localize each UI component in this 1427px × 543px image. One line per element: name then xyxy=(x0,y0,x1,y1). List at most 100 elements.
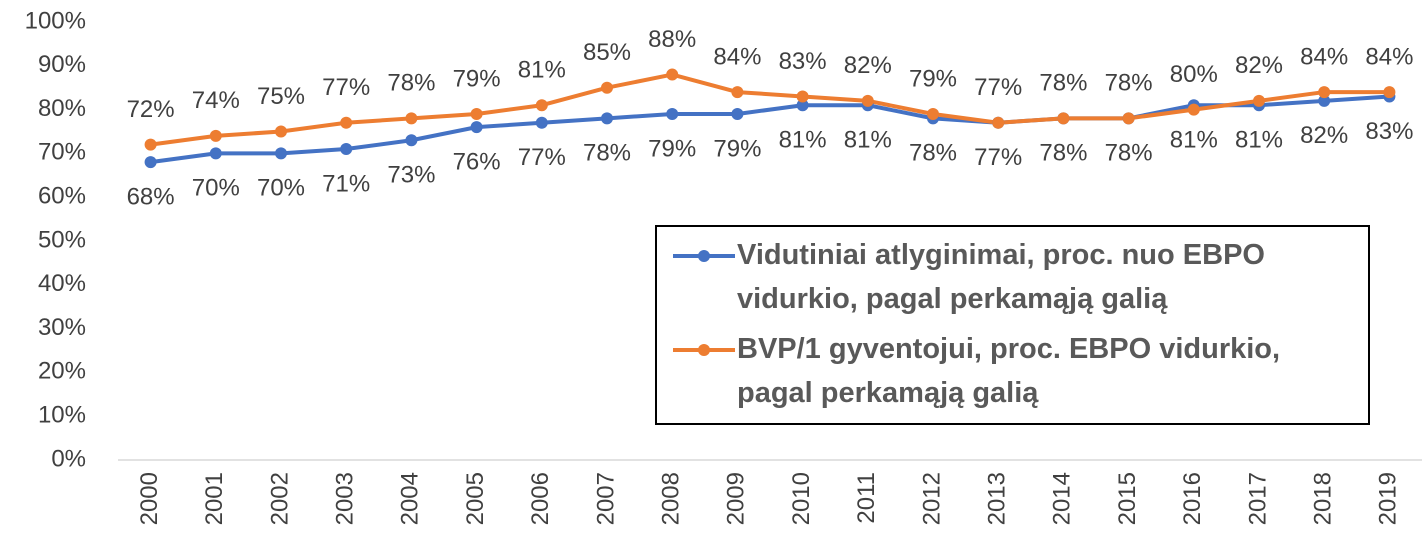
data-label: 74% xyxy=(192,87,240,114)
data-label: 78% xyxy=(1039,140,1087,167)
point xyxy=(1383,86,1396,99)
x-tick-label: 2015 xyxy=(1114,472,1141,525)
data-label: 81% xyxy=(844,127,892,154)
point xyxy=(666,107,679,120)
point xyxy=(992,116,1005,129)
x-tick-label: 2000 xyxy=(136,472,163,525)
x-tick-label: 2012 xyxy=(918,472,945,525)
data-label: 72% xyxy=(127,96,175,123)
data-label: 76% xyxy=(453,148,501,175)
legend: Vidutiniai atlyginimai, proc. nuo EBPO v… xyxy=(655,225,1370,425)
x-tick-label: 2013 xyxy=(984,472,1011,525)
data-label: 78% xyxy=(583,140,631,167)
data-label: 77% xyxy=(974,144,1022,171)
y-tick-label: 40% xyxy=(38,270,86,297)
x-tick-label: 2017 xyxy=(1244,472,1271,525)
x-tick-label: 2004 xyxy=(397,472,424,525)
legend-swatch xyxy=(673,344,735,356)
x-tick-label: 2005 xyxy=(462,472,489,525)
point xyxy=(275,125,287,138)
point xyxy=(1187,103,1200,116)
data-label: 78% xyxy=(1039,70,1087,97)
point xyxy=(1318,94,1331,107)
legend-label: BVP/1 gyventojui, proc. EBPO vidurkio, p… xyxy=(737,333,1281,409)
point xyxy=(405,112,418,125)
data-label: 82% xyxy=(1235,52,1283,79)
data-label: 81% xyxy=(779,127,827,154)
point xyxy=(405,134,418,147)
data-label: 75% xyxy=(257,83,305,110)
data-label: 80% xyxy=(1170,61,1218,88)
point xyxy=(340,116,353,129)
data-label: 83% xyxy=(1365,118,1413,145)
point xyxy=(144,138,157,151)
point xyxy=(1057,112,1070,125)
y-tick-label: 90% xyxy=(38,51,86,78)
x-tick-label: 2002 xyxy=(266,472,293,525)
legend-entry: BVP/1 gyventojui, proc. EBPO vidurkio, p… xyxy=(671,327,1360,415)
x-tick-label: 2007 xyxy=(592,472,619,525)
y-tick-label: 100% xyxy=(25,7,86,34)
point xyxy=(275,147,287,160)
x-tick-label: 2019 xyxy=(1375,472,1402,525)
y-tick-label: 70% xyxy=(38,139,86,166)
point xyxy=(861,94,874,107)
point xyxy=(209,147,222,160)
data-label: 81% xyxy=(518,57,566,84)
point xyxy=(601,81,613,94)
data-label: 70% xyxy=(257,175,305,202)
data-label: 81% xyxy=(1235,127,1283,154)
data-label: 79% xyxy=(453,65,501,92)
point xyxy=(535,99,548,112)
data-label: 78% xyxy=(387,70,435,97)
data-label: 78% xyxy=(909,140,957,167)
legend-swatch xyxy=(673,250,735,262)
point xyxy=(535,116,548,129)
legend-marker xyxy=(698,250,710,262)
x-tick-label: 2008 xyxy=(658,472,685,525)
point xyxy=(470,107,483,120)
data-label: 81% xyxy=(1170,127,1218,154)
x-tick-label: 2006 xyxy=(527,472,554,525)
x-tick-label: 2009 xyxy=(723,472,750,525)
legend-label: Vidutiniai atlyginimai, proc. nuo EBPO v… xyxy=(737,239,1265,315)
point xyxy=(601,112,613,125)
point xyxy=(340,143,353,156)
x-tick-label: 2011 xyxy=(853,472,880,524)
x-tick-label: 2003 xyxy=(332,472,359,525)
y-tick-label: 10% xyxy=(38,402,86,429)
data-label: 84% xyxy=(1365,43,1413,70)
x-tick-label: 2018 xyxy=(1310,472,1337,525)
data-label: 85% xyxy=(583,39,631,66)
point xyxy=(796,99,809,112)
point xyxy=(1122,112,1135,125)
data-label: 78% xyxy=(1105,140,1153,167)
data-label: 88% xyxy=(648,26,696,53)
point xyxy=(209,129,222,142)
data-label: 77% xyxy=(518,144,566,171)
x-tick-label: 2016 xyxy=(1179,472,1206,525)
x-tick-label: 2001 xyxy=(201,472,228,525)
point xyxy=(731,107,744,120)
data-label: 79% xyxy=(713,135,761,162)
y-tick-label: 20% xyxy=(38,358,86,385)
data-label: 71% xyxy=(322,170,370,197)
point xyxy=(927,107,939,120)
data-label: 82% xyxy=(844,52,892,79)
data-label: 73% xyxy=(387,162,435,189)
data-label: 83% xyxy=(779,48,827,75)
point xyxy=(144,156,157,169)
point xyxy=(731,86,744,99)
y-tick-label: 50% xyxy=(38,226,86,253)
data-label: 70% xyxy=(192,175,240,202)
series-line xyxy=(150,94,1390,165)
y-tick-label: 30% xyxy=(38,314,86,341)
data-label: 68% xyxy=(127,184,175,211)
series-line xyxy=(150,72,1390,147)
y-tick-label: 60% xyxy=(38,183,86,210)
data-label: 77% xyxy=(974,74,1022,101)
data-label: 84% xyxy=(1300,43,1348,70)
data-label: 82% xyxy=(1300,122,1348,149)
